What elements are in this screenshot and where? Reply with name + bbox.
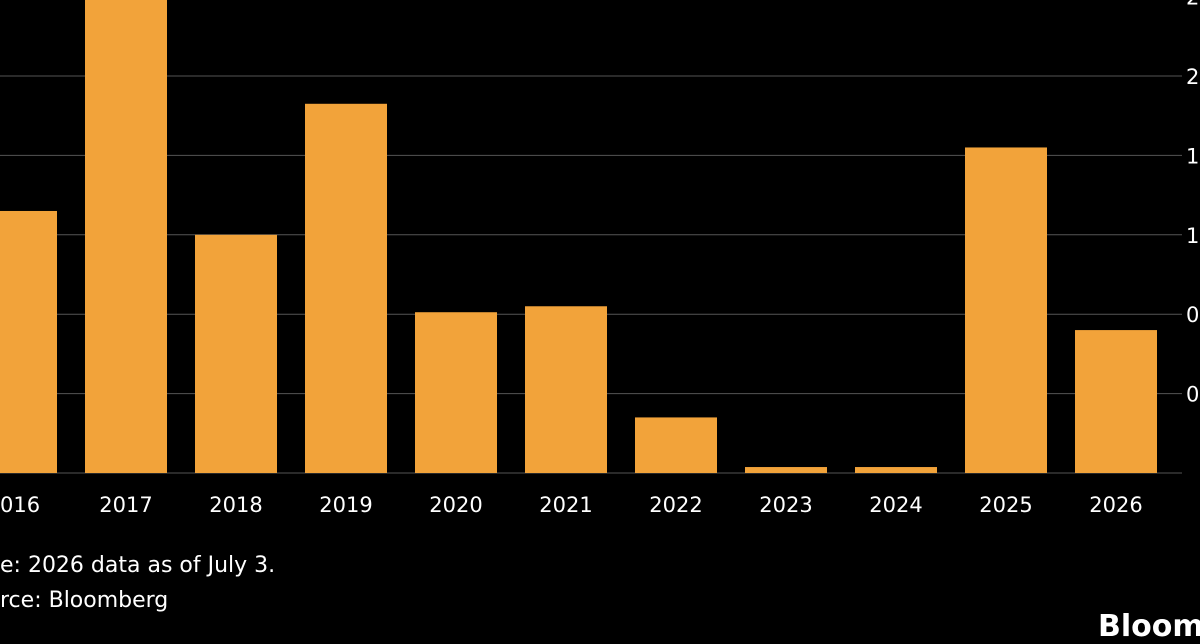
bar-2017 [85, 0, 167, 473]
x-tick-label: 2023 [759, 493, 812, 517]
x-tick-label: 2026 [1089, 493, 1142, 517]
bar-chart: 016 2017 2018 2019 2020 2021 2022 2023 2024 2025 2… [0, 0, 1199, 517]
y-axis-tick-labels: 0 0 1 1 2 2 [1186, 0, 1199, 407]
x-tick-label: 2017 [99, 493, 152, 517]
x-tick-label: 2024 [869, 493, 922, 517]
x-tick-label: 2022 [649, 493, 702, 517]
bar-2019 [305, 103, 387, 473]
x-tick-label: 016 [0, 493, 40, 517]
y-tick-label: 2 [1186, 65, 1199, 89]
y-tick-label: 0 [1186, 383, 1199, 407]
y-tick-label: 1 [1186, 144, 1199, 168]
bars [0, 0, 1157, 474]
bar-2026 [1075, 330, 1157, 473]
bar-2021 [525, 306, 607, 473]
bar-2022 [635, 417, 717, 473]
brand-logo-text: Bloomb [1098, 609, 1200, 644]
x-tick-label: 2019 [319, 493, 372, 517]
bar-2020 [415, 312, 497, 473]
bar-2016 [0, 210, 57, 474]
x-tick-label: 2021 [539, 493, 592, 517]
y-tick-label: 2 [1186, 0, 1199, 10]
bar-2024 [855, 467, 937, 473]
x-tick-label: 2018 [209, 493, 262, 517]
chart-source: rce: Bloomberg [0, 588, 169, 613]
x-tick-label: 2025 [979, 493, 1032, 517]
chart-note: e: 2026 data as of July 3. [0, 553, 276, 578]
x-tick-label: 2020 [429, 493, 482, 517]
y-tick-label: 0 [1186, 303, 1199, 327]
x-axis-tick-labels: 016 2017 2018 2019 2020 2021 2022 2023 2024 2025 2… [0, 493, 1143, 517]
bar-2023 [745, 467, 827, 473]
bar-2018 [195, 234, 277, 473]
bar-2025 [965, 147, 1047, 473]
y-tick-label: 1 [1186, 224, 1199, 248]
